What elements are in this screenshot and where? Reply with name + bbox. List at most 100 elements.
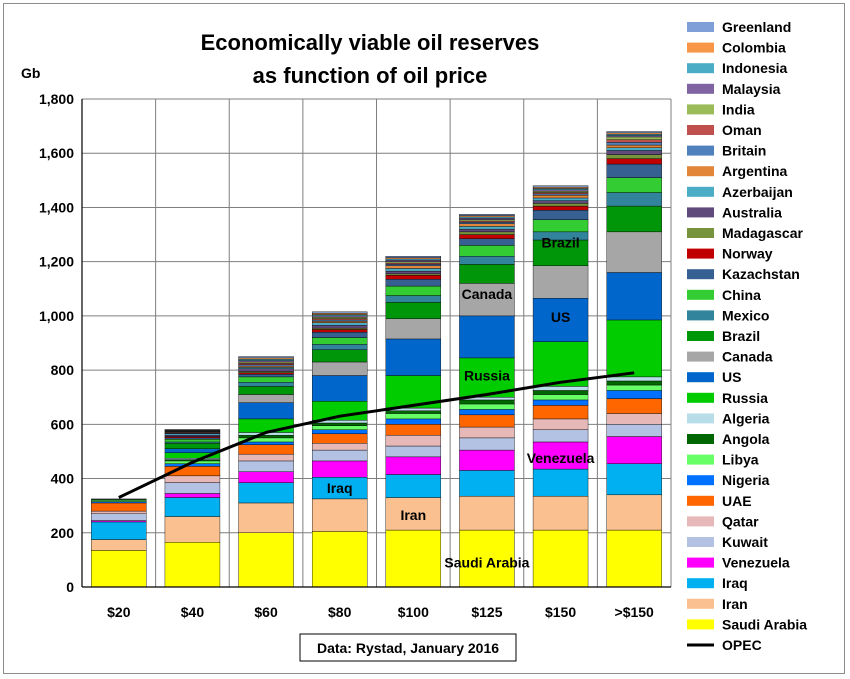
bar-segment-argentina — [238, 365, 294, 368]
legend-swatch-iran — [687, 598, 714, 609]
bar-segment-libya — [311, 425, 368, 430]
bar-segment-azerbaijan — [238, 367, 294, 369]
y-tick-label: 400 — [51, 471, 75, 487]
bar-segment-norway — [164, 436, 221, 439]
legend-swatch-indonesia — [687, 63, 714, 74]
bar-segment-oman — [606, 139, 662, 143]
bar-segment-mexico — [238, 382, 294, 387]
legend-label-brazil: Brazil — [722, 328, 760, 344]
bar-segment-mexico — [311, 344, 368, 350]
bar-segment-venezuela — [91, 520, 147, 523]
legend-swatch-china — [687, 289, 714, 300]
bar-segment-india — [532, 190, 589, 193]
bar-segment-libya — [606, 384, 662, 391]
bar-segment-uae — [385, 424, 442, 436]
bar-segment-kazachstan — [311, 331, 368, 338]
bar-segment-kazachstan — [532, 209, 589, 220]
annotation-russia: Russia — [464, 368, 510, 384]
legend-label-colombia: Colombia — [722, 40, 786, 56]
legend-label-venezuela: Venezuela — [722, 555, 790, 571]
bar-segment-oman — [311, 318, 368, 321]
bar-segment-algeria — [91, 498, 147, 500]
legend-swatch-libya — [687, 454, 714, 465]
legend-swatch-norway — [687, 248, 714, 259]
legend-swatch-colombia — [687, 42, 714, 53]
opec-line-path — [118, 371, 635, 499]
bar-segment-libya — [532, 394, 589, 401]
x-tick-label: $20 — [107, 604, 131, 620]
legend-label-greenland: Greenland — [722, 19, 791, 35]
annotation-saudi-arabia: Saudi Arabia — [444, 555, 529, 571]
legend-swatch-madagascar — [687, 228, 714, 238]
legend-label-opec: OPEC — [722, 637, 762, 653]
bar-segment-us — [459, 315, 515, 359]
bar-segment-brazil — [385, 302, 442, 319]
y-tick-label: 800 — [51, 362, 75, 378]
bar-segment-australia — [606, 150, 662, 155]
bar-segment-argentina — [532, 195, 589, 199]
bar-segment-oman — [238, 363, 294, 365]
bar-segment-nigeria — [311, 429, 368, 435]
bar-segment-algeria — [606, 376, 662, 382]
legend-swatch-britain — [687, 145, 714, 156]
bar-segment-brazil — [459, 264, 515, 284]
bar-segment-australia — [459, 228, 515, 233]
bar-segment-oman — [459, 220, 515, 223]
bar-segment-venezuela — [532, 441, 589, 470]
bar-segment-iraq — [91, 521, 147, 540]
legend-label-iraq: Iraq — [722, 575, 748, 591]
legend-label-australia: Australia — [722, 204, 782, 220]
legend-label-angola: Angola — [722, 431, 770, 447]
bar-segment-azerbaijan — [606, 147, 662, 151]
x-tick-label: $150 — [545, 604, 576, 620]
bar-segment-brazil — [606, 205, 662, 233]
bar-segment-saudi-arabia — [459, 529, 515, 588]
y-tick-label: 1,200 — [39, 254, 74, 270]
bar-segment-brazil — [532, 239, 589, 266]
bar-segment-mexico — [385, 295, 442, 303]
y-axis-unit-label: Gb — [21, 65, 40, 81]
bar-segment-saudi-arabia — [385, 529, 442, 588]
bar-segment-kuwait — [238, 460, 294, 472]
bar-segment-venezuela — [311, 460, 368, 478]
bar-segment-iran — [606, 494, 662, 531]
bar-segment-australia — [238, 368, 294, 372]
bar-segment-china — [164, 439, 221, 443]
bar-segment-china — [459, 245, 515, 257]
bar-segment-kuwait — [606, 424, 662, 437]
bar-segment-argentina — [311, 321, 368, 323]
legend-swatch-saudi-arabia — [687, 619, 714, 630]
source-note-box — [299, 633, 517, 662]
bar-segment-india — [311, 317, 368, 319]
legend-swatch-russia — [687, 392, 714, 403]
bar-segment-uae — [311, 433, 368, 444]
bar-segment-indonesia — [311, 314, 368, 317]
y-tick-label: 0 — [66, 579, 74, 595]
legend-label-us: US — [722, 369, 741, 385]
bar-segment-malaysia — [459, 218, 515, 220]
bar-segment-qatar — [532, 418, 589, 430]
bar-segment-uae — [606, 398, 662, 414]
bar-segment-madagascar — [532, 203, 589, 207]
bar-segment-qatar — [311, 443, 368, 451]
chart-title-line-1: Economically viable oil reserves — [201, 30, 540, 55]
bar-segment-china — [532, 219, 589, 233]
bar-segment-nigeria — [532, 399, 589, 406]
bar-segment-kazachstan — [238, 373, 294, 378]
bar-segment-us — [311, 375, 368, 402]
bar-segment-malaysia — [238, 360, 294, 363]
bar-segment-norway — [606, 158, 662, 165]
bar-segment-kazachstan — [385, 279, 442, 287]
bar-segment-kuwait — [532, 429, 589, 443]
legend-swatch-kazachstan — [687, 269, 714, 280]
bar-segment-qatar — [606, 413, 662, 425]
x-tick-label: $80 — [328, 604, 352, 620]
legend-swatch-kuwait — [687, 537, 714, 547]
bar-segment-britain — [459, 222, 515, 224]
bar-segment-angola — [459, 399, 515, 405]
annotation-venezuela: Venezuela — [527, 450, 595, 466]
legend-label-qatar: Qatar — [722, 513, 759, 529]
bar-segment-azerbaijan — [385, 268, 442, 272]
annotations: Saudi Arabia Iran Iraq Venezuela Russia Canad… — [327, 235, 595, 571]
bar-segment-nigeria — [164, 463, 221, 467]
